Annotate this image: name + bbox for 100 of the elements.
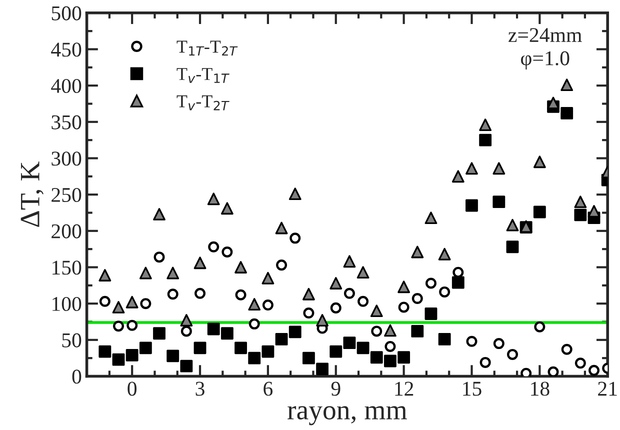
point	[262, 300, 274, 311]
point	[452, 276, 464, 289]
y-tick-label: 250	[52, 188, 82, 202]
point	[398, 302, 410, 313]
point	[262, 272, 274, 284]
x-tick-label: 0	[128, 382, 136, 396]
point	[288, 188, 302, 200]
x-axis-title: rayon, mm	[288, 406, 407, 426]
point	[194, 256, 206, 270]
point	[411, 324, 424, 338]
point	[384, 340, 396, 352]
x-tick-label: 21	[598, 382, 617, 396]
y-tick-label: 0	[72, 370, 82, 384]
y-tick-label: 150	[52, 260, 82, 275]
point	[316, 314, 329, 327]
point	[343, 336, 356, 350]
point	[574, 358, 586, 369]
point	[343, 255, 356, 268]
point	[139, 342, 152, 354]
y-tick-label: 200	[52, 224, 82, 238]
point	[98, 269, 112, 282]
point	[466, 162, 478, 175]
point	[398, 280, 410, 294]
point	[492, 196, 506, 208]
point	[438, 332, 451, 346]
point	[112, 353, 125, 366]
point	[180, 314, 193, 327]
point	[220, 327, 234, 340]
point	[276, 260, 288, 271]
point	[290, 232, 301, 244]
point	[411, 246, 424, 258]
point	[262, 345, 274, 358]
x-tick-label: 3	[196, 382, 204, 396]
point	[140, 298, 152, 310]
point	[384, 324, 396, 337]
point	[207, 322, 220, 336]
point	[288, 326, 302, 338]
point	[154, 252, 165, 263]
y-tick-label: 350	[52, 115, 82, 130]
point	[560, 106, 574, 120]
point	[493, 338, 504, 350]
point	[574, 208, 587, 222]
point	[234, 342, 247, 354]
point	[480, 356, 491, 368]
point	[356, 266, 370, 279]
point	[412, 292, 423, 304]
point	[180, 326, 192, 337]
point	[534, 321, 546, 332]
point	[126, 320, 138, 331]
point	[167, 288, 178, 300]
point	[398, 351, 410, 364]
point	[574, 196, 587, 208]
point	[533, 156, 546, 168]
legend-label: T$_{v}$-T$_{1T}$	[176, 68, 230, 83]
point	[275, 332, 288, 346]
point	[180, 360, 193, 372]
y-tick-label: 50	[62, 333, 82, 348]
point	[194, 342, 206, 354]
point	[207, 192, 220, 206]
y-tick-label: 450	[51, 42, 82, 57]
x-tick-label: 6	[264, 382, 273, 396]
point	[425, 278, 436, 289]
point	[330, 302, 342, 314]
point	[370, 351, 383, 364]
point	[248, 298, 261, 311]
legend-label: T$_{v}$-T$_{2T}$	[176, 95, 230, 110]
point	[506, 218, 519, 232]
point	[533, 206, 546, 218]
point	[371, 326, 382, 337]
y-tick-label: 300	[52, 152, 82, 166]
point	[234, 261, 247, 274]
point	[166, 350, 180, 362]
point	[424, 308, 438, 320]
point	[112, 301, 125, 314]
legend-label: T$_{1T}$-T$_{2T}$	[176, 40, 238, 56]
point	[506, 348, 518, 360]
x-tick-label: 18	[531, 382, 550, 396]
point	[561, 344, 572, 355]
point	[344, 288, 355, 299]
point	[438, 248, 451, 260]
point	[370, 304, 383, 318]
point	[439, 286, 450, 298]
point	[248, 318, 260, 330]
point	[316, 362, 329, 376]
point	[452, 266, 464, 278]
point	[520, 368, 532, 376]
point	[302, 288, 315, 300]
point	[222, 246, 233, 258]
point	[302, 352, 315, 364]
point	[466, 336, 478, 347]
point	[506, 240, 519, 254]
point	[208, 241, 220, 252]
point	[466, 199, 478, 212]
point	[479, 134, 492, 146]
annotation: z=24mm φ=1.0	[508, 28, 582, 70]
point	[126, 348, 138, 362]
point	[126, 296, 138, 308]
point	[548, 366, 559, 376]
point	[452, 170, 464, 183]
point	[113, 320, 124, 332]
